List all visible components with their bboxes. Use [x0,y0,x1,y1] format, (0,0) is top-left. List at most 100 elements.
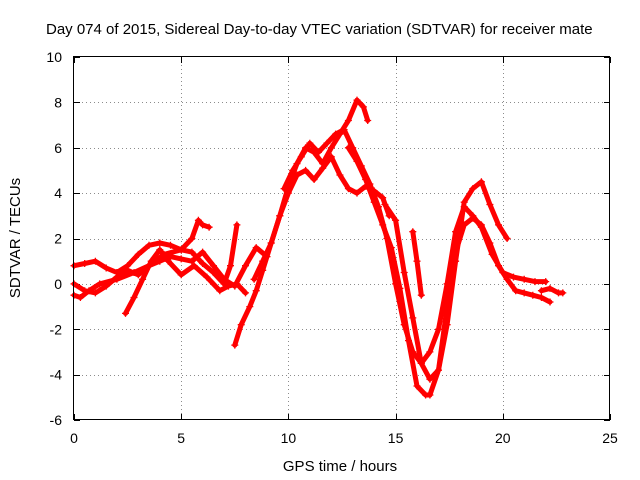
point-marker [542,278,550,286]
point-marker [177,255,185,263]
point-marker [130,269,138,276]
point-marker [216,287,224,295]
point-marker [199,248,207,256]
point-marker [426,391,434,399]
x-tick-label-0: 0 [70,430,78,446]
point-marker [122,309,129,317]
y-tick-label-0: -6 [50,412,63,428]
point-marker [387,244,395,252]
point-marker [156,246,164,254]
series-9 [381,178,511,383]
y-tick-label-1: -4 [50,367,63,383]
point-marker [130,294,138,301]
point-marker [233,221,241,229]
point-marker [370,198,378,206]
point-marker [227,262,234,270]
point-marker [409,228,417,236]
point-marker [276,212,284,220]
series-line-6 [251,154,392,282]
point-marker [231,341,239,349]
plot-frame [73,56,610,420]
point-marker [452,257,460,265]
point-marker [537,294,545,301]
point-marker [145,241,153,249]
point-marker [81,260,89,267]
point-marker [413,382,421,390]
series-4 [122,246,249,317]
point-marker [91,289,99,297]
point-marker [199,221,207,229]
point-marker [362,176,370,183]
point-marker [289,166,297,174]
point-marker [344,185,352,193]
x-axis-title: GPS time / hours [283,458,397,475]
point-marker [252,287,260,295]
point-marker [503,275,511,283]
point-marker [435,325,442,333]
point-marker [353,96,361,104]
point-marker [242,262,249,270]
point-marker [469,185,477,193]
series-6 [250,153,393,283]
series-1 [70,216,213,276]
point-marker [209,262,217,270]
point-marker [302,166,310,174]
point-marker [559,289,567,297]
point-marker [336,171,344,179]
point-marker [443,321,451,329]
data-series [70,96,567,399]
y-tick-label-4: 2 [54,231,62,247]
point-marker [233,280,241,288]
point-marker [353,189,361,197]
point-marker [293,171,301,179]
point-marker [381,201,389,208]
point-marker [297,153,305,161]
x-tick-label-2: 10 [281,430,297,446]
point-marker [426,348,434,356]
series-11 [537,284,567,297]
point-marker [512,287,520,295]
point-marker [194,216,202,224]
point-marker [209,269,217,276]
point-marker [477,178,485,186]
point-marker [409,314,417,322]
point-marker [188,257,196,265]
point-marker [259,257,267,265]
axis-ticks: 0 5 10 15 20 25 -6 -4 -2 0 2 4 6 8 10 [46,49,618,446]
point-marker [327,144,335,152]
point-marker [426,375,434,383]
point-marker [344,144,352,152]
point-marker [529,291,537,299]
point-marker [413,257,421,265]
y-tick-label-2: -2 [50,321,63,337]
chart-title: Day 074 of 2015, Sidereal Day-to-day VTE… [46,21,593,38]
point-marker [284,189,292,197]
y-tick-label-6: 6 [54,140,62,156]
y-tick-label-5: 4 [54,185,62,201]
point-marker [486,201,494,208]
point-marker [503,235,511,242]
point-marker [469,214,477,222]
point-marker [417,291,425,299]
point-marker [280,185,288,193]
point-marker [520,289,528,297]
y-tick-label-3: 0 [54,276,62,292]
point-marker [486,239,494,247]
point-marker [306,139,314,147]
point-marker [224,282,232,290]
point-marker [147,257,155,265]
point-marker [177,246,185,254]
point-marker [435,366,442,374]
point-marker [267,239,275,247]
point-marker [520,275,528,283]
point-marker [250,275,258,283]
point-marker [537,287,545,295]
x-tick-label-1: 5 [177,430,185,446]
point-marker [332,130,340,138]
point-marker [314,148,322,156]
point-marker [379,194,387,202]
point-marker [139,275,147,283]
point-marker [96,280,104,288]
y-tick-label-7: 8 [54,94,62,110]
point-marker [319,164,327,172]
